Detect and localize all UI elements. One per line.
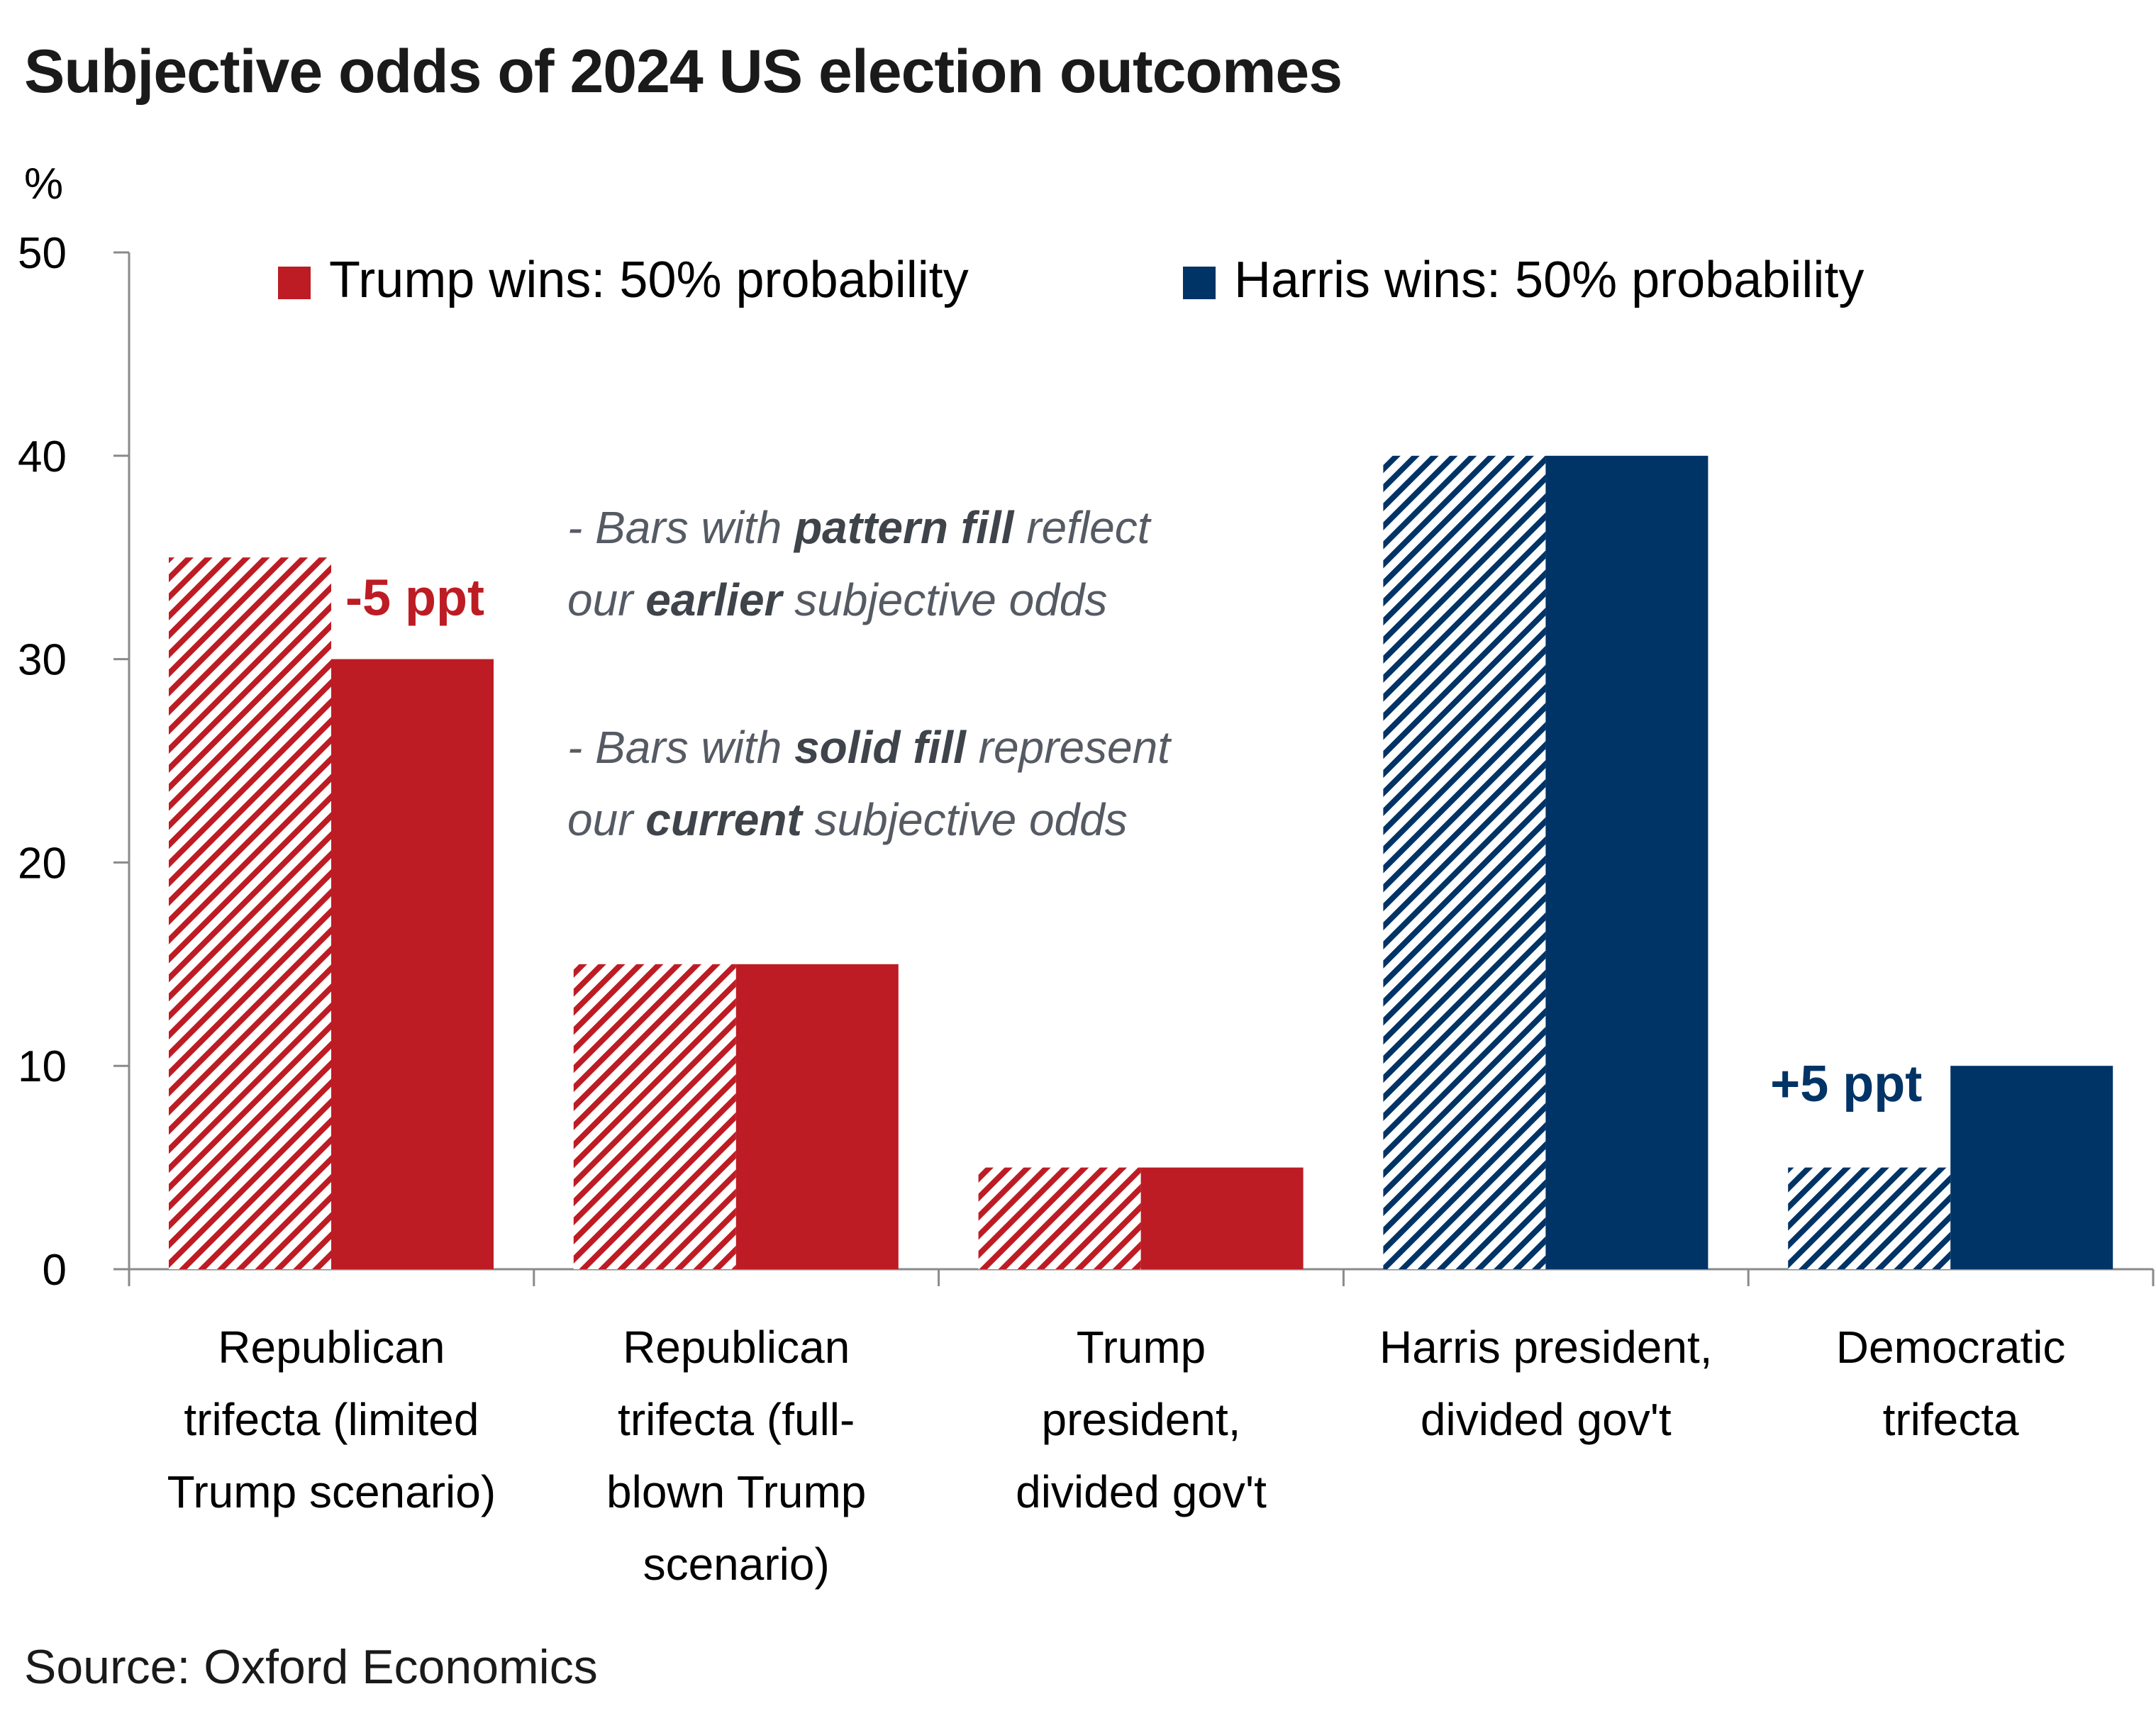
bar-earlier — [573, 964, 736, 1269]
annotation-trump: -5 ppt — [345, 570, 484, 627]
source-note: Source: Oxford Economics — [24, 1640, 598, 1694]
fill-notes: - Bars with pattern fill reflect our earl… — [567, 502, 1172, 845]
legend-swatch-harris — [1183, 267, 1216, 299]
y-tick-label: 40 — [18, 433, 67, 481]
bar-current — [331, 659, 494, 1269]
legend-swatch-trump — [278, 267, 311, 299]
note-text: subjective odds — [802, 794, 1128, 845]
x-tick-label: divided gov't — [1016, 1466, 1267, 1517]
legend-label-trump: Trump wins: 50% probability — [329, 252, 969, 308]
x-tick-label: divided gov't — [1421, 1394, 1672, 1445]
y-tick-label: 30 — [18, 636, 67, 685]
note-text: subjective odds — [782, 574, 1107, 625]
note-emphasis: solid fill — [794, 722, 967, 773]
x-tick-label: Trump — [1077, 1322, 1206, 1373]
y-tick-label: 10 — [18, 1042, 67, 1091]
note-emphasis: pattern fill — [793, 502, 1015, 553]
x-tick-label: trifecta (limited — [184, 1394, 479, 1445]
x-tick-label: Harris president, — [1379, 1322, 1713, 1373]
x-tick-label: scenario) — [643, 1539, 830, 1590]
note-line: - Bars with solid fill represent — [567, 722, 1172, 773]
legend: Trump wins: 50% probability Harris wins: … — [278, 252, 1864, 308]
note-text: - Bars with — [567, 502, 794, 553]
note-line: - Bars with pattern fill reflect — [567, 502, 1152, 553]
note-emphasis: current — [645, 794, 804, 845]
bar-earlier — [978, 1167, 1141, 1269]
bar-current — [735, 964, 899, 1269]
y-axis-unit: % — [24, 160, 63, 208]
y-tick-label: 20 — [18, 839, 67, 888]
note-text: - Bars with — [567, 722, 794, 773]
bars — [169, 455, 2113, 1269]
y-tick-label: 0 — [43, 1246, 67, 1295]
note-text: reflect — [1013, 502, 1151, 553]
y-axis: 0 10 20 30 40 50 — [18, 229, 130, 1295]
bar-current — [1545, 455, 1708, 1269]
x-tick-label: Trump scenario) — [167, 1466, 496, 1517]
bar-earlier — [169, 557, 331, 1269]
note-text: our — [567, 574, 645, 625]
x-axis-labels: Republican trifecta (limited Trump scenari… — [167, 1322, 2066, 1590]
x-tick-label: president, — [1041, 1394, 1240, 1445]
annotation-harris: +5 ppt — [1770, 1056, 1922, 1113]
x-tick-label: trifecta — [1883, 1394, 2019, 1445]
y-tick-label: 50 — [18, 229, 67, 278]
bar-earlier — [1383, 455, 1546, 1269]
chart-title: Subjective odds of 2024 US election outc… — [24, 38, 1343, 106]
legend-label-harris: Harris wins: 50% probability — [1234, 252, 1864, 308]
note-text: represent — [966, 722, 1172, 773]
note-line: our current subjective odds — [567, 794, 1128, 845]
bar-current — [1140, 1167, 1304, 1269]
bar-current — [1950, 1066, 2113, 1269]
bar-earlier — [1788, 1167, 1951, 1269]
note-line: our earlier subjective odds — [567, 574, 1107, 625]
x-tick-label: Democratic — [1836, 1322, 2066, 1373]
x-axis — [128, 1268, 2155, 1286]
note-text: our — [567, 794, 645, 845]
x-tick-label: blown Trump — [606, 1466, 866, 1517]
annotations: -5 ppt +5 ppt — [345, 570, 1922, 1113]
x-tick-label: Republican — [623, 1322, 850, 1373]
note-emphasis: earlier — [645, 574, 784, 625]
x-tick-label: Republican — [218, 1322, 445, 1373]
x-tick-label: trifecta (full- — [618, 1394, 855, 1445]
